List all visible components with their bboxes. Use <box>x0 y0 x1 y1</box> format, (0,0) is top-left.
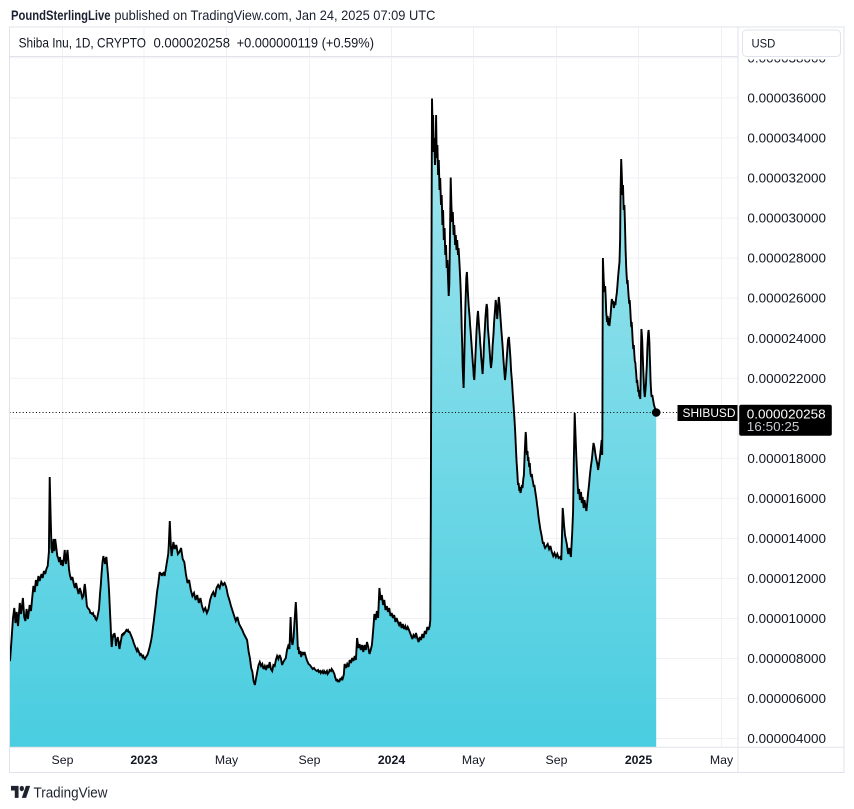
svg-text:0.000012000: 0.000012000 <box>747 572 826 586</box>
svg-text:0.000026000: 0.000026000 <box>747 292 826 306</box>
svg-text:Shiba Inu, 1D, CRYPTO: Shiba Inu, 1D, CRYPTO <box>19 34 146 50</box>
svg-text:0.000004000: 0.000004000 <box>747 732 826 746</box>
svg-text:0.000028000: 0.000028000 <box>747 252 826 266</box>
svg-text:May: May <box>462 753 486 767</box>
svg-text:+0.000000119 (+0.59%): +0.000000119 (+0.59%) <box>237 34 374 50</box>
svg-text:May: May <box>215 753 239 767</box>
svg-text:2025: 2025 <box>625 753 653 767</box>
svg-text:2024: 2024 <box>378 753 406 767</box>
svg-text:published on TradingView.com,: published on TradingView.com, Jan 24, 20… <box>114 7 435 23</box>
svg-text:0.000016000: 0.000016000 <box>747 492 826 506</box>
svg-text:0.000020258: 0.000020258 <box>747 407 826 421</box>
svg-text:Sep: Sep <box>299 753 321 767</box>
svg-text:0.000030000: 0.000030000 <box>747 212 826 226</box>
svg-text:0.000008000: 0.000008000 <box>747 652 826 666</box>
svg-text:0.000032000: 0.000032000 <box>747 172 826 186</box>
svg-text:0.000006000: 0.000006000 <box>747 692 826 706</box>
svg-text:0.000020258: 0.000020258 <box>154 34 231 50</box>
svg-text:USD: USD <box>752 37 776 51</box>
svg-text:0.000010000: 0.000010000 <box>747 612 826 626</box>
svg-text:Sep: Sep <box>546 753 568 767</box>
svg-text:0.000038000: 0.000038000 <box>747 52 826 66</box>
svg-text:0.000022000: 0.000022000 <box>747 372 826 386</box>
svg-text:0.000024000: 0.000024000 <box>747 332 826 346</box>
svg-text:0.000014000: 0.000014000 <box>747 532 826 546</box>
svg-text:0.000018000: 0.000018000 <box>747 452 826 466</box>
svg-text:PoundSterlingLive: PoundSterlingLive <box>11 7 111 23</box>
svg-text:16:50:25: 16:50:25 <box>747 420 800 434</box>
svg-text:May: May <box>710 753 734 767</box>
svg-text:SHIBUSD: SHIBUSD <box>683 408 736 420</box>
svg-text:2023: 2023 <box>130 753 158 767</box>
svg-text:0.000036000: 0.000036000 <box>747 92 826 106</box>
svg-text:TradingView: TradingView <box>34 785 108 802</box>
svg-text:Sep: Sep <box>52 753 74 767</box>
svg-text:0.000034000: 0.000034000 <box>747 132 826 146</box>
